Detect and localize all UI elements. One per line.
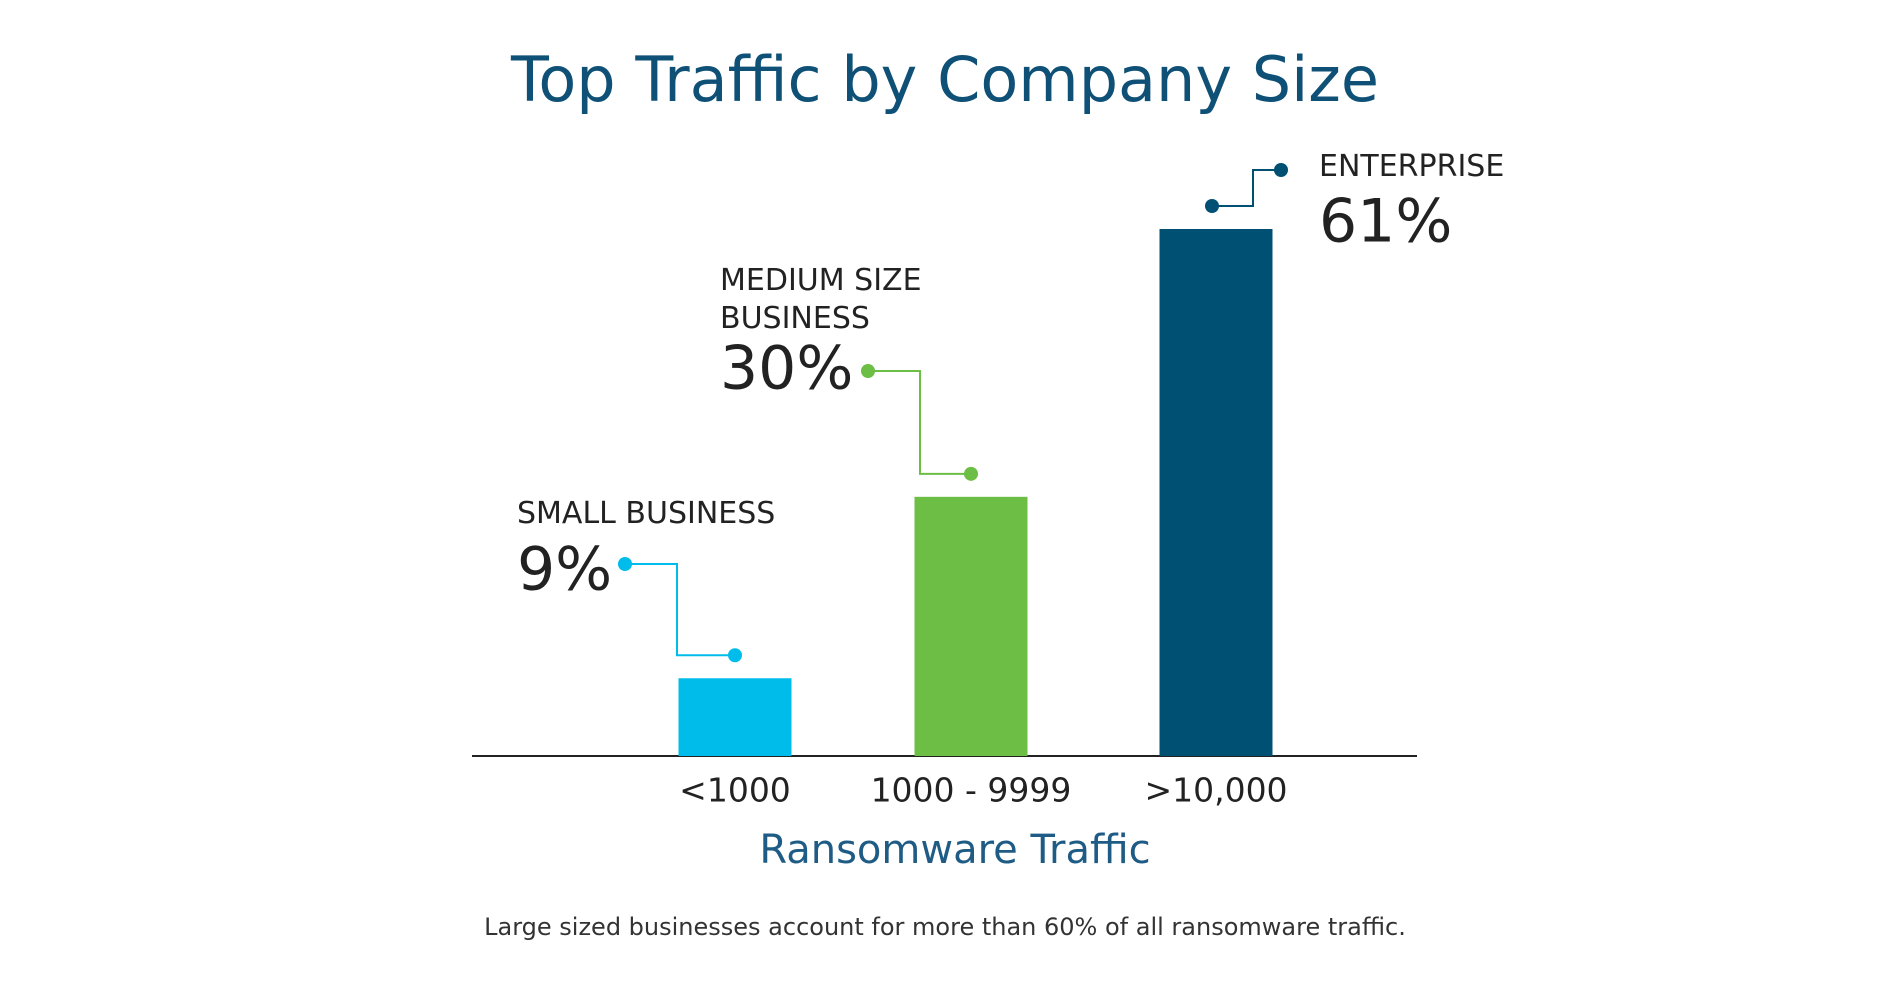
- bar: [1159, 229, 1273, 756]
- leader-line: [1212, 169, 1281, 207]
- leader-dot: [1274, 163, 1288, 177]
- bar-name: ENTERPRISE: [1319, 149, 1505, 184]
- bar-name: SMALL BUSINESS: [517, 496, 776, 531]
- x-tick-label: <1000: [679, 771, 791, 810]
- leader-dot: [728, 648, 742, 663]
- leader-dot: [1205, 199, 1219, 213]
- x-tick-label: >10,000: [1144, 771, 1287, 810]
- bar-name: MEDIUM SIZE BUSINESS: [720, 263, 922, 336]
- bar: [678, 678, 792, 756]
- x-tick-label: 1000 - 9999: [871, 771, 1072, 810]
- leader-dot: [618, 557, 632, 571]
- leader-line: [625, 563, 735, 657]
- value-label: 30%: [720, 334, 853, 404]
- leader-dot: [964, 466, 978, 481]
- value-label: 61%: [1319, 187, 1452, 257]
- chart-title: Top Traffic by Company Size: [510, 43, 1379, 116]
- value-label: 9%: [517, 535, 612, 605]
- leader-line: [868, 370, 971, 475]
- caption: Large sized businesses account for more …: [484, 913, 1406, 941]
- bar: [914, 496, 1028, 756]
- x-axis-label: Ransomware Traffic: [759, 827, 1150, 873]
- leader-dot: [861, 364, 875, 378]
